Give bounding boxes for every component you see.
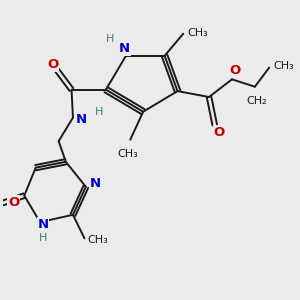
Text: CH₂: CH₂ <box>246 95 267 106</box>
Text: N: N <box>89 177 100 190</box>
Text: O: O <box>8 196 19 209</box>
Text: O: O <box>229 64 241 77</box>
Text: CH₃: CH₃ <box>87 235 108 245</box>
Text: CH₃: CH₃ <box>274 61 294 71</box>
Text: H: H <box>94 107 103 117</box>
Text: CH₃: CH₃ <box>117 149 138 159</box>
Text: N: N <box>119 42 130 55</box>
Text: CH₃: CH₃ <box>188 28 208 38</box>
Text: O: O <box>213 126 225 139</box>
Text: H: H <box>39 233 47 243</box>
Text: O: O <box>47 58 58 71</box>
Text: N: N <box>37 218 48 231</box>
Text: H: H <box>106 34 114 44</box>
Text: N: N <box>76 112 87 126</box>
